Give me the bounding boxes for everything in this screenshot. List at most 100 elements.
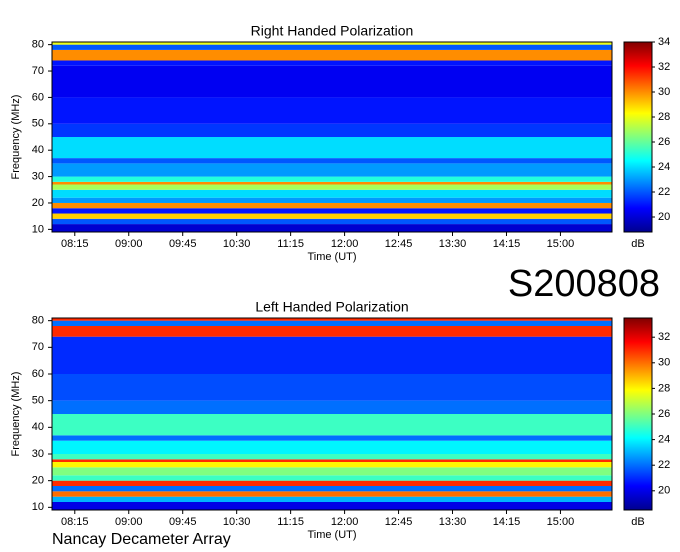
- colorbar-tick-label: 28: [658, 382, 670, 394]
- heat-cell: [52, 176, 612, 182]
- y-tick-label: 40: [32, 144, 44, 156]
- heat-cell: [52, 42, 612, 45]
- y-tick-label: 10: [32, 223, 44, 235]
- y-tick-label: 80: [32, 39, 44, 51]
- heat-cell: [52, 467, 612, 476]
- colorbar-tick-label: 32: [658, 61, 670, 73]
- heat-cell: [52, 486, 612, 492]
- colorbar-tick-label: 30: [658, 357, 670, 369]
- heat-cell: [52, 49, 612, 61]
- heat-cell: [52, 137, 612, 159]
- colorbar-label: dB: [631, 516, 644, 528]
- colorbar-tick-label: 30: [658, 86, 670, 98]
- heat-cell: [52, 318, 612, 321]
- heat-cell: [52, 123, 612, 137]
- plot-frame: [51, 317, 613, 511]
- y-tick-label: 50: [32, 395, 44, 407]
- heat-cell: [52, 213, 612, 219]
- x-tick-label: 09:45: [169, 516, 197, 528]
- heat-cell: [52, 414, 612, 436]
- heat-cell: [52, 218, 612, 225]
- x-tick-label: 14:15: [493, 238, 521, 250]
- y-axis-label: Frequency (MHz): [10, 95, 22, 180]
- y-tick-label: 30: [32, 448, 44, 460]
- heat-cell: [52, 454, 612, 460]
- colorbar-tick-label: 26: [658, 136, 670, 148]
- y-tick-label: 30: [32, 170, 44, 182]
- y-tick-label: 80: [32, 315, 44, 327]
- x-tick-label: 09:45: [169, 238, 197, 250]
- colorbar-tick-label: 24: [658, 434, 670, 446]
- y-tick-label: 70: [32, 341, 44, 353]
- heat-cell: [52, 502, 612, 510]
- x-tick-label: 09:00: [115, 516, 143, 528]
- colorbar: [623, 317, 653, 511]
- heat-cell: [52, 44, 612, 50]
- y-tick-label: 60: [32, 91, 44, 103]
- x-tick-label: 12:00: [331, 238, 359, 250]
- y-tick-label: 20: [32, 197, 44, 209]
- y-tick-label: 70: [32, 65, 44, 77]
- heat-cell: [52, 163, 612, 177]
- heat-cell: [52, 224, 612, 232]
- heat-cell: [52, 400, 612, 414]
- x-tick-label: 09:00: [115, 238, 143, 250]
- colorbar-label: dB: [631, 238, 644, 250]
- x-tick-label: 15:00: [547, 516, 575, 528]
- colorbar-tick-label: 24: [658, 161, 670, 173]
- heat-cell: [52, 208, 612, 214]
- heat-cell: [52, 480, 612, 486]
- colorbar-tick-label: 20: [658, 211, 670, 223]
- x-tick-label: 13:30: [439, 238, 467, 250]
- plot-frame: [51, 41, 613, 233]
- y-axis-label: Frequency (MHz): [10, 372, 22, 457]
- x-tick-label: 12:45: [385, 516, 413, 528]
- y-tick-label: 10: [32, 501, 44, 513]
- x-tick-label: 10:30: [223, 516, 251, 528]
- heat-cell: [52, 435, 612, 441]
- y-tick-label: 40: [32, 421, 44, 433]
- x-tick-label: 13:30: [439, 516, 467, 528]
- y-tick-label: 20: [32, 475, 44, 487]
- heat-cell: [52, 374, 612, 401]
- heat-cell: [52, 97, 612, 124]
- heat-cell: [52, 342, 612, 374]
- heat-cell: [52, 440, 612, 454]
- x-tick-label: 15:00: [547, 238, 575, 250]
- heat-cell: [52, 459, 612, 462]
- heat-cell: [52, 475, 612, 481]
- event-id: S200808: [508, 263, 660, 305]
- y-tick-label: 60: [32, 368, 44, 380]
- colorbar-tick-label: 22: [658, 459, 670, 471]
- y-tick-label: 50: [32, 118, 44, 130]
- footer: Nancay Decameter Array: [52, 531, 231, 548]
- chart-title: Left Handed Polarization: [255, 299, 408, 315]
- x-tick-label: 11:15: [277, 516, 304, 528]
- colorbar-tick-label: 32: [658, 331, 670, 343]
- heat-cell: [52, 202, 612, 209]
- x-tick-label: 11:15: [277, 238, 304, 250]
- x-tick-label: 10:30: [223, 238, 251, 250]
- colorbar-tick-label: 28: [658, 111, 670, 123]
- x-tick-label: 14:15: [493, 516, 521, 528]
- x-axis-label: Time (UT): [307, 529, 356, 541]
- x-tick-label: 08:15: [61, 516, 89, 528]
- heat-cell: [52, 197, 612, 203]
- x-tick-label: 12:45: [385, 238, 413, 250]
- chart-title: Right Handed Polarization: [251, 23, 414, 39]
- x-axis-label: Time (UT): [307, 251, 356, 263]
- heat-cell: [52, 496, 612, 502]
- heat-cell: [52, 65, 612, 98]
- heat-cell: [52, 60, 612, 66]
- heat-cell: [52, 189, 612, 198]
- colorbar: [623, 41, 653, 233]
- heat-cell: [52, 181, 612, 185]
- heat-cell: [52, 462, 612, 468]
- x-tick-label: 08:15: [61, 238, 89, 250]
- heat-cell: [52, 336, 612, 342]
- colorbar-tick-label: 34: [658, 36, 670, 48]
- heat-cell: [52, 320, 612, 326]
- x-tick-label: 12:00: [331, 516, 359, 528]
- heat-cell: [52, 184, 612, 190]
